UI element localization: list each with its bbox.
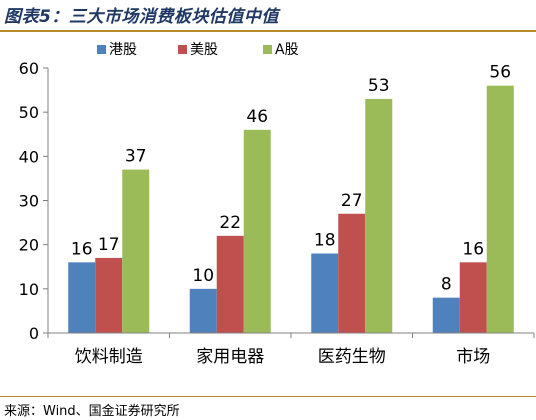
- figure-title: 图表5：三大市场消费板块估值中值: [4, 7, 279, 27]
- y-tick-label: 20: [19, 236, 39, 255]
- bar: [122, 169, 150, 333]
- x-tick-label: 市场: [456, 347, 490, 367]
- data-label: 53: [368, 76, 390, 96]
- bar: [189, 288, 217, 333]
- y-tick-label: 50: [19, 103, 39, 122]
- data-label: 22: [219, 213, 241, 233]
- x-axis: 饮料制造 家用电器 医药生物 市场: [47, 332, 535, 367]
- data-label: 17: [98, 235, 120, 255]
- bar: [68, 262, 96, 333]
- legend-label-2: A股: [275, 42, 299, 58]
- data-label: 46: [246, 107, 268, 127]
- footer-divider: [0, 396, 536, 397]
- data-label: 10: [192, 266, 214, 286]
- bar: [338, 213, 366, 333]
- bar: [486, 85, 514, 334]
- title-divider: [0, 30, 536, 32]
- bar: [243, 129, 271, 333]
- y-tick-label: 40: [19, 147, 39, 166]
- y-tick-label: 0: [29, 324, 39, 343]
- legend-swatch-0: [97, 45, 106, 54]
- chart-legend: 港股 美股 A股: [97, 42, 299, 58]
- bar: [432, 297, 460, 333]
- x-tick-label: 饮料制造: [75, 347, 143, 367]
- data-label: 8: [441, 275, 452, 295]
- data-label: 18: [314, 231, 336, 251]
- source-note: 来源：Wind、国金证券研究所: [4, 404, 180, 419]
- legend-swatch-1: [178, 45, 187, 54]
- bar: [459, 262, 487, 333]
- bars-layer: [68, 85, 514, 334]
- legend-label-0: 港股: [109, 42, 137, 58]
- legend-label-1: 美股: [190, 42, 218, 58]
- data-label: 16: [71, 239, 93, 259]
- x-tick-label: 家用电器: [196, 347, 264, 367]
- bar: [365, 98, 393, 334]
- data-label: 16: [462, 239, 484, 259]
- y-tick-label: 30: [19, 192, 39, 211]
- data-label: 27: [341, 191, 363, 211]
- legend-swatch-2: [263, 45, 272, 54]
- y-tick-label: 10: [19, 280, 39, 299]
- data-label: 56: [489, 63, 511, 83]
- y-tick-label: 60: [19, 59, 39, 78]
- bar: [216, 235, 244, 333]
- bar: [95, 257, 123, 333]
- x-tick-label: 医药生物: [318, 347, 386, 367]
- y-axis: 0 10 20 30 40 50 60: [19, 59, 49, 343]
- data-label: 37: [125, 147, 147, 167]
- bar: [311, 253, 339, 333]
